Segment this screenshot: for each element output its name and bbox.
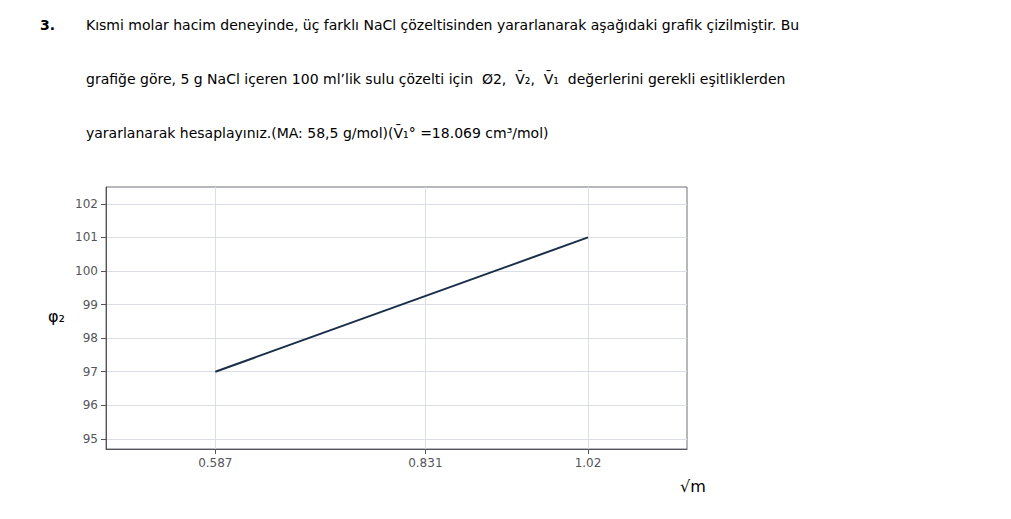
svg-text:0.587: 0.587 [198, 456, 232, 470]
svg-text:98: 98 [83, 331, 98, 345]
svg-text:100: 100 [75, 264, 98, 278]
svg-text:95: 95 [83, 432, 98, 446]
svg-text:102: 102 [75, 197, 98, 211]
svg-text:1.02: 1.02 [575, 456, 602, 470]
svg-text:101: 101 [75, 230, 98, 244]
svg-text:96: 96 [83, 398, 98, 412]
svg-text:97: 97 [83, 365, 98, 379]
svg-text:Kısmi molar hacim deneyinde, ü: Kısmi molar hacim deneyinde, üç farklı N… [86, 17, 799, 33]
svg-text:φ₂: φ₂ [48, 307, 65, 326]
svg-text:√m: √m [680, 477, 706, 496]
svg-text:grafiğe göre, 5 g NaCl içeren: grafiğe göre, 5 g NaCl içeren 100 ml’lik… [86, 70, 785, 87]
svg-text:99: 99 [83, 298, 98, 312]
svg-text:yararlanarak hesaplayınız.(MA:: yararlanarak hesaplayınız.(MA: 58,5 g/mo… [86, 124, 549, 141]
svg-text:3.: 3. [40, 17, 55, 33]
svg-text:0.831: 0.831 [408, 456, 442, 470]
